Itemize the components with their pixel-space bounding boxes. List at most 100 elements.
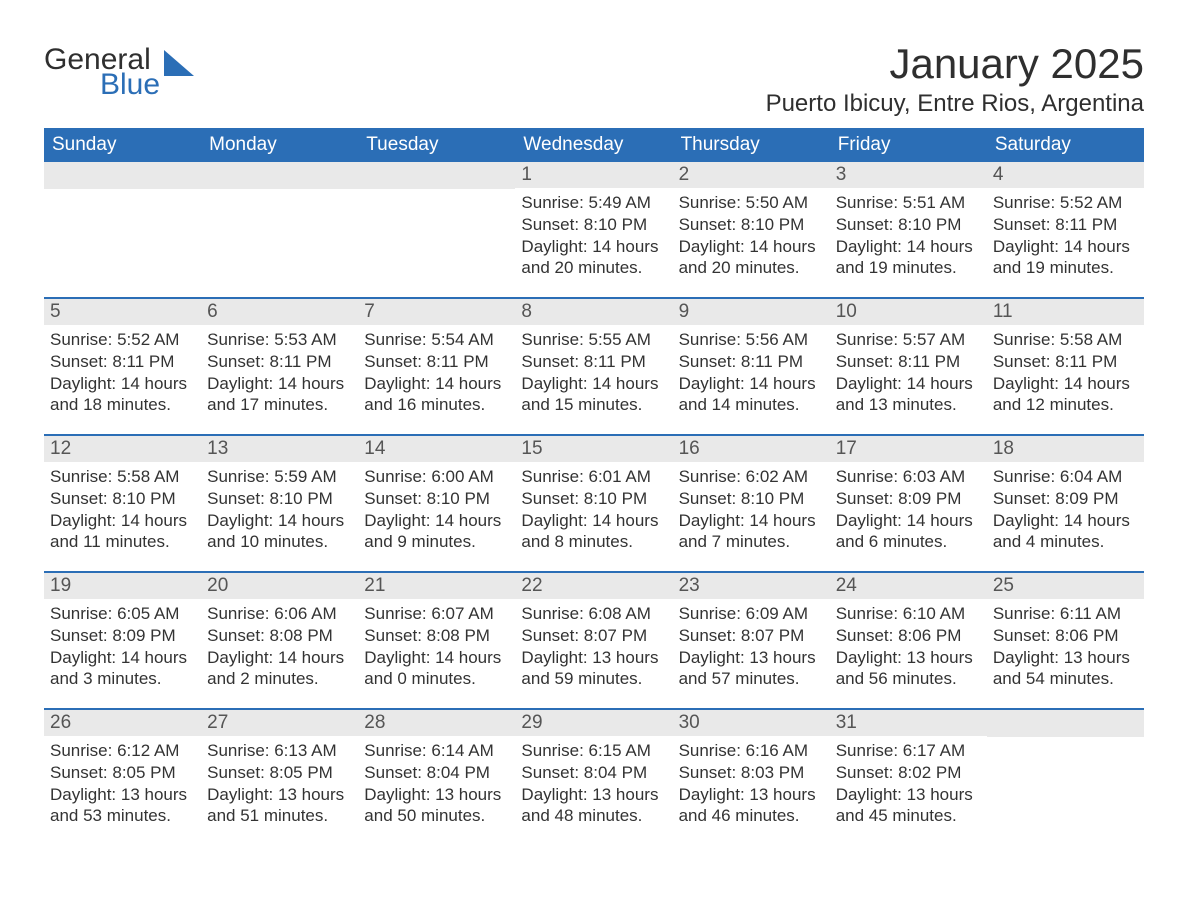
day-cell: 29Sunrise: 6:15 AMSunset: 8:04 PMDayligh… — [515, 710, 672, 831]
page-title: January 2025 — [766, 40, 1144, 88]
sunrise-text: Sunrise: 5:53 AM — [207, 329, 352, 351]
daylight-text: Daylight: 14 hours and 3 minutes. — [50, 647, 195, 691]
day-number: 20 — [201, 573, 358, 599]
day-cell: 24Sunrise: 6:10 AMSunset: 8:06 PMDayligh… — [830, 573, 987, 694]
day-body: Sunrise: 5:55 AMSunset: 8:11 PMDaylight:… — [515, 325, 672, 420]
week-row: 26Sunrise: 6:12 AMSunset: 8:05 PMDayligh… — [44, 708, 1144, 831]
daylight-text: Daylight: 13 hours and 46 minutes. — [679, 784, 824, 828]
sunrise-text: Sunrise: 5:54 AM — [364, 329, 509, 351]
day-number — [44, 162, 201, 189]
dow-sunday: Sunday — [44, 128, 201, 162]
daylight-text: Daylight: 14 hours and 11 minutes. — [50, 510, 195, 554]
day-cell: 3Sunrise: 5:51 AMSunset: 8:10 PMDaylight… — [830, 162, 987, 283]
day-body: Sunrise: 5:53 AMSunset: 8:11 PMDaylight:… — [201, 325, 358, 420]
sunset-text: Sunset: 8:06 PM — [993, 625, 1138, 647]
day-body: Sunrise: 5:58 AMSunset: 8:11 PMDaylight:… — [987, 325, 1144, 420]
day-number: 29 — [515, 710, 672, 736]
sunset-text: Sunset: 8:11 PM — [993, 214, 1138, 236]
day-body: Sunrise: 6:13 AMSunset: 8:05 PMDaylight:… — [201, 736, 358, 831]
day-cell: 23Sunrise: 6:09 AMSunset: 8:07 PMDayligh… — [673, 573, 830, 694]
day-body: Sunrise: 6:07 AMSunset: 8:08 PMDaylight:… — [358, 599, 515, 694]
day-number: 12 — [44, 436, 201, 462]
day-body: Sunrise: 5:51 AMSunset: 8:10 PMDaylight:… — [830, 188, 987, 283]
sunrise-text: Sunrise: 6:17 AM — [836, 740, 981, 762]
daylight-text: Daylight: 14 hours and 9 minutes. — [364, 510, 509, 554]
day-number: 9 — [673, 299, 830, 325]
sunset-text: Sunset: 8:11 PM — [364, 351, 509, 373]
header: General Blue January 2025 Puerto Ibicuy,… — [44, 40, 1144, 118]
daylight-text: Daylight: 14 hours and 2 minutes. — [207, 647, 352, 691]
day-number: 1 — [515, 162, 672, 188]
sunset-text: Sunset: 8:04 PM — [364, 762, 509, 784]
daylight-text: Daylight: 14 hours and 7 minutes. — [679, 510, 824, 554]
sunrise-text: Sunrise: 6:03 AM — [836, 466, 981, 488]
day-body: Sunrise: 6:08 AMSunset: 8:07 PMDaylight:… — [515, 599, 672, 694]
daylight-text: Daylight: 14 hours and 20 minutes. — [521, 236, 666, 280]
day-cell: 28Sunrise: 6:14 AMSunset: 8:04 PMDayligh… — [358, 710, 515, 831]
sunrise-text: Sunrise: 6:15 AM — [521, 740, 666, 762]
day-number: 19 — [44, 573, 201, 599]
daylight-text: Daylight: 13 hours and 50 minutes. — [364, 784, 509, 828]
daylight-text: Daylight: 14 hours and 12 minutes. — [993, 373, 1138, 417]
daylight-text: Daylight: 13 hours and 45 minutes. — [836, 784, 981, 828]
daylight-text: Daylight: 14 hours and 20 minutes. — [679, 236, 824, 280]
day-cell: 22Sunrise: 6:08 AMSunset: 8:07 PMDayligh… — [515, 573, 672, 694]
day-number — [358, 162, 515, 189]
dow-thursday: Thursday — [673, 128, 830, 162]
sunset-text: Sunset: 8:10 PM — [836, 214, 981, 236]
sunrise-text: Sunrise: 5:50 AM — [679, 192, 824, 214]
day-body: Sunrise: 6:17 AMSunset: 8:02 PMDaylight:… — [830, 736, 987, 831]
day-body: Sunrise: 6:01 AMSunset: 8:10 PMDaylight:… — [515, 462, 672, 557]
day-cell: 11Sunrise: 5:58 AMSunset: 8:11 PMDayligh… — [987, 299, 1144, 420]
day-number — [201, 162, 358, 189]
day-number: 5 — [44, 299, 201, 325]
day-number: 14 — [358, 436, 515, 462]
day-cell: 9Sunrise: 5:56 AMSunset: 8:11 PMDaylight… — [673, 299, 830, 420]
sunset-text: Sunset: 8:11 PM — [207, 351, 352, 373]
sunrise-text: Sunrise: 6:08 AM — [521, 603, 666, 625]
day-body: Sunrise: 5:49 AMSunset: 8:10 PMDaylight:… — [515, 188, 672, 283]
day-cell: 7Sunrise: 5:54 AMSunset: 8:11 PMDaylight… — [358, 299, 515, 420]
daylight-text: Daylight: 13 hours and 48 minutes. — [521, 784, 666, 828]
sunset-text: Sunset: 8:10 PM — [50, 488, 195, 510]
day-body: Sunrise: 6:10 AMSunset: 8:06 PMDaylight:… — [830, 599, 987, 694]
sunrise-text: Sunrise: 6:07 AM — [364, 603, 509, 625]
day-cell: 30Sunrise: 6:16 AMSunset: 8:03 PMDayligh… — [673, 710, 830, 831]
sunset-text: Sunset: 8:11 PM — [836, 351, 981, 373]
week-row: 19Sunrise: 6:05 AMSunset: 8:09 PMDayligh… — [44, 571, 1144, 694]
sunset-text: Sunset: 8:02 PM — [836, 762, 981, 784]
daylight-text: Daylight: 14 hours and 18 minutes. — [50, 373, 195, 417]
day-cell: 27Sunrise: 6:13 AMSunset: 8:05 PMDayligh… — [201, 710, 358, 831]
day-cell: 4Sunrise: 5:52 AMSunset: 8:11 PMDaylight… — [987, 162, 1144, 283]
day-cell: 31Sunrise: 6:17 AMSunset: 8:02 PMDayligh… — [830, 710, 987, 831]
week-row: 5Sunrise: 5:52 AMSunset: 8:11 PMDaylight… — [44, 297, 1144, 420]
daylight-text: Daylight: 14 hours and 4 minutes. — [993, 510, 1138, 554]
day-number: 31 — [830, 710, 987, 736]
day-cell: 20Sunrise: 6:06 AMSunset: 8:08 PMDayligh… — [201, 573, 358, 694]
day-cell: 12Sunrise: 5:58 AMSunset: 8:10 PMDayligh… — [44, 436, 201, 557]
day-body: Sunrise: 6:15 AMSunset: 8:04 PMDaylight:… — [515, 736, 672, 831]
day-body: Sunrise: 5:56 AMSunset: 8:11 PMDaylight:… — [673, 325, 830, 420]
daylight-text: Daylight: 14 hours and 0 minutes. — [364, 647, 509, 691]
sunset-text: Sunset: 8:10 PM — [364, 488, 509, 510]
daylight-text: Daylight: 13 hours and 59 minutes. — [521, 647, 666, 691]
day-body: Sunrise: 5:50 AMSunset: 8:10 PMDaylight:… — [673, 188, 830, 283]
day-body: Sunrise: 6:09 AMSunset: 8:07 PMDaylight:… — [673, 599, 830, 694]
location-subtitle: Puerto Ibicuy, Entre Rios, Argentina — [766, 90, 1144, 118]
sunset-text: Sunset: 8:10 PM — [521, 488, 666, 510]
sunrise-text: Sunrise: 6:12 AM — [50, 740, 195, 762]
day-cell — [358, 162, 515, 283]
daylight-text: Daylight: 14 hours and 17 minutes. — [207, 373, 352, 417]
day-cell: 25Sunrise: 6:11 AMSunset: 8:06 PMDayligh… — [987, 573, 1144, 694]
day-body: Sunrise: 5:57 AMSunset: 8:11 PMDaylight:… — [830, 325, 987, 420]
day-number: 15 — [515, 436, 672, 462]
calendar-page: General Blue January 2025 Puerto Ibicuy,… — [0, 0, 1188, 871]
daylight-text: Daylight: 14 hours and 13 minutes. — [836, 373, 981, 417]
day-body: Sunrise: 5:59 AMSunset: 8:10 PMDaylight:… — [201, 462, 358, 557]
dow-tuesday: Tuesday — [358, 128, 515, 162]
sunrise-text: Sunrise: 6:01 AM — [521, 466, 666, 488]
sunset-text: Sunset: 8:10 PM — [679, 214, 824, 236]
sunrise-text: Sunrise: 5:59 AM — [207, 466, 352, 488]
day-body: Sunrise: 5:58 AMSunset: 8:10 PMDaylight:… — [44, 462, 201, 557]
sunset-text: Sunset: 8:04 PM — [521, 762, 666, 784]
